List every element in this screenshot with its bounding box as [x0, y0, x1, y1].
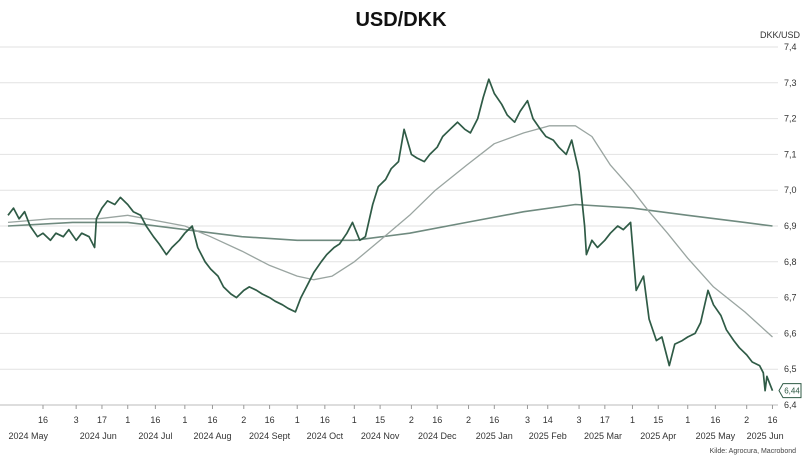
- y-tick-label: 7,3: [784, 78, 797, 88]
- x-month-label: 2025 Feb: [529, 431, 567, 441]
- x-tick-label: 15: [375, 415, 385, 425]
- x-tick-label: 16: [265, 415, 275, 425]
- x-tick-label: 2: [409, 415, 414, 425]
- x-tick-label: 16: [150, 415, 160, 425]
- y-tick-label: 7,0: [784, 185, 797, 195]
- x-tick-label: 1: [125, 415, 130, 425]
- x-tick-label: 2: [744, 415, 749, 425]
- series-lines: [7, 78, 774, 392]
- chart-title: USD/DKK: [355, 9, 447, 31]
- x-tick-label: 16: [38, 415, 48, 425]
- x-tick-label: 3: [74, 415, 79, 425]
- last-value-marker: 6,44: [778, 383, 802, 399]
- series-line-ma-long: [7, 203, 773, 242]
- y-axis-ticks: 7,4 7,3 7,2 7,1 7,0 6,9 6,8 6,7 6,6 6,5 6,4: [784, 42, 797, 410]
- x-tick-label: 1: [685, 415, 690, 425]
- y-tick-label: 7,4: [784, 42, 797, 52]
- x-month-label: 2025 May: [696, 431, 736, 441]
- x-tick-label: 1: [295, 415, 300, 425]
- x-tick-label: 2: [466, 415, 471, 425]
- x-tick-label: 1: [352, 415, 357, 425]
- x-month-label: 2024 May: [8, 431, 48, 441]
- x-month-label: 2025 Apr: [640, 431, 676, 441]
- x-month-label: 2025 Jun: [747, 431, 784, 441]
- y-tick-label: 6,6: [784, 328, 797, 338]
- x-month-label: 2024 Oct: [307, 431, 344, 441]
- x-month-label: 2024 Jun: [80, 431, 117, 441]
- series-line-ma-short: [7, 125, 773, 338]
- y-tick-label: 7,2: [784, 114, 797, 124]
- x-tick-label: 1: [630, 415, 635, 425]
- y-tick-label: 6,4: [784, 400, 797, 410]
- x-tick-label: 16: [767, 415, 777, 425]
- last-value-label: 6,44: [784, 387, 800, 396]
- x-tick-label: 3: [525, 415, 530, 425]
- source-note: Kilde: Agrocura, Macrobond: [710, 448, 796, 455]
- x-month-label: 2024 Nov: [361, 431, 400, 441]
- y-tick-label: 6,5: [784, 364, 797, 374]
- y-tick-label: 6,9: [784, 221, 797, 231]
- y-tick-label: 6,7: [784, 293, 797, 303]
- x-tick-label: 14: [543, 415, 553, 425]
- x-tick-label: 3: [577, 415, 582, 425]
- x-axis: 16 3 17 1 16 1 16 2 16 1 16 1 15 2 16 2 16 3 14 3 17 1 15 1 16 2 1…: [0, 404, 784, 441]
- x-month-label: 2025 Jan: [476, 431, 513, 441]
- x-month-label: 2024 Aug: [193, 431, 231, 441]
- y-tick-label: 6,8: [784, 257, 797, 267]
- x-tick-label: 1: [182, 415, 187, 425]
- x-month-label: 2024 Jul: [138, 431, 172, 441]
- x-tick-label: 17: [600, 415, 610, 425]
- series-line-spot: [7, 78, 774, 392]
- x-month-label: 2025 Mar: [584, 431, 622, 441]
- x-tick-label: 16: [432, 415, 442, 425]
- x-tick-label: 2: [241, 415, 246, 425]
- y-tick-label: 7,1: [784, 149, 797, 159]
- y-axis-unit-label: DKK/USD: [760, 30, 801, 40]
- last-value-box: [778, 383, 802, 399]
- x-month-label: 2024 Sept: [249, 431, 291, 441]
- x-tick-label: 16: [710, 415, 720, 425]
- x-month-label: 2024 Dec: [418, 431, 457, 441]
- x-tick-label: 17: [97, 415, 107, 425]
- x-tick-label: 15: [653, 415, 663, 425]
- x-tick-label: 16: [489, 415, 499, 425]
- x-tick-label: 16: [207, 415, 217, 425]
- x-tick-label: 16: [320, 415, 330, 425]
